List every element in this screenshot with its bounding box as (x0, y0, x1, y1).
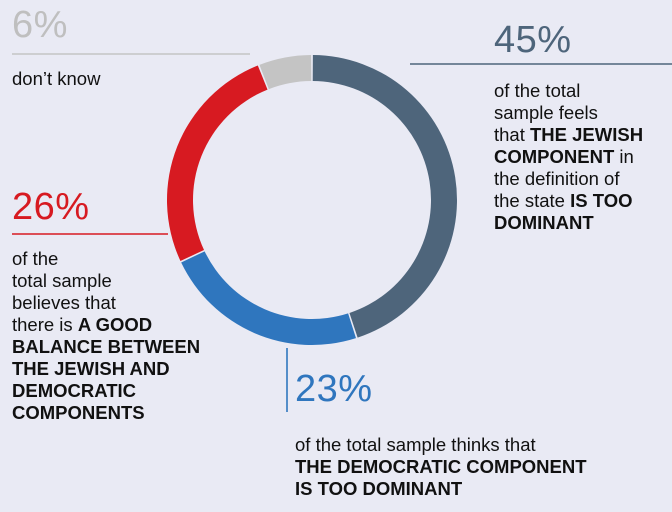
desc-segment: BALANCE BETWEEN (12, 336, 201, 357)
desc-segment: sample feels (494, 102, 598, 123)
pct-label-dont-know: 6% (12, 4, 68, 46)
desc-segment: the state (494, 190, 571, 211)
desc-segment: there is (12, 314, 78, 335)
slice-democratic (181, 251, 356, 345)
desc-segment: COMPONENT (494, 146, 615, 167)
slice-balance (166, 65, 268, 261)
desc-segment: believes that (12, 292, 116, 313)
pct-label-democratic-dominant: 23% (295, 368, 373, 410)
slice-jewish (312, 55, 458, 338)
desc-segment: DEMOCRATIC (12, 380, 137, 401)
desc-segment: that (494, 124, 530, 145)
desc-segment: of the (12, 248, 59, 269)
desc-segment: total sample (12, 270, 112, 291)
desc-segment: COMPONENTS (12, 402, 145, 423)
desc-segment: don’t know (12, 68, 101, 89)
desc-segment: IS TOO (570, 190, 633, 211)
desc-dont-know: don’t know (12, 68, 100, 90)
leader-lines (12, 53, 672, 412)
desc-segment: THE JEWISH AND (12, 358, 170, 379)
donut-slices (166, 55, 458, 345)
desc-segment: A GOOD (77, 314, 153, 335)
desc-segment: THE JEWISH (530, 124, 644, 145)
pct-label-good-balance: 26% (12, 186, 90, 228)
pct-label-jewish-dominant: 45% (494, 19, 572, 61)
desc-segment: of the total (494, 80, 581, 101)
desc-democratic-dominant: of the total sample thinks that THE DEMOC… (295, 434, 671, 500)
desc-segment: DOMINANT (494, 212, 594, 233)
desc-segment: in (614, 146, 634, 167)
desc-good-balance: of the total sample believes that there is … (12, 248, 242, 424)
desc-segment: IS TOO DOMINANT (295, 478, 463, 499)
desc-segment: THE DEMOCRATIC COMPONENT (295, 456, 587, 477)
slice-dk (259, 55, 312, 90)
desc-segment: the definition of (494, 168, 620, 189)
desc-jewish-dominant: of the total sample feels that THE JEWISH C… (494, 80, 672, 234)
desc-segment: of the total sample thinks that (295, 434, 536, 455)
